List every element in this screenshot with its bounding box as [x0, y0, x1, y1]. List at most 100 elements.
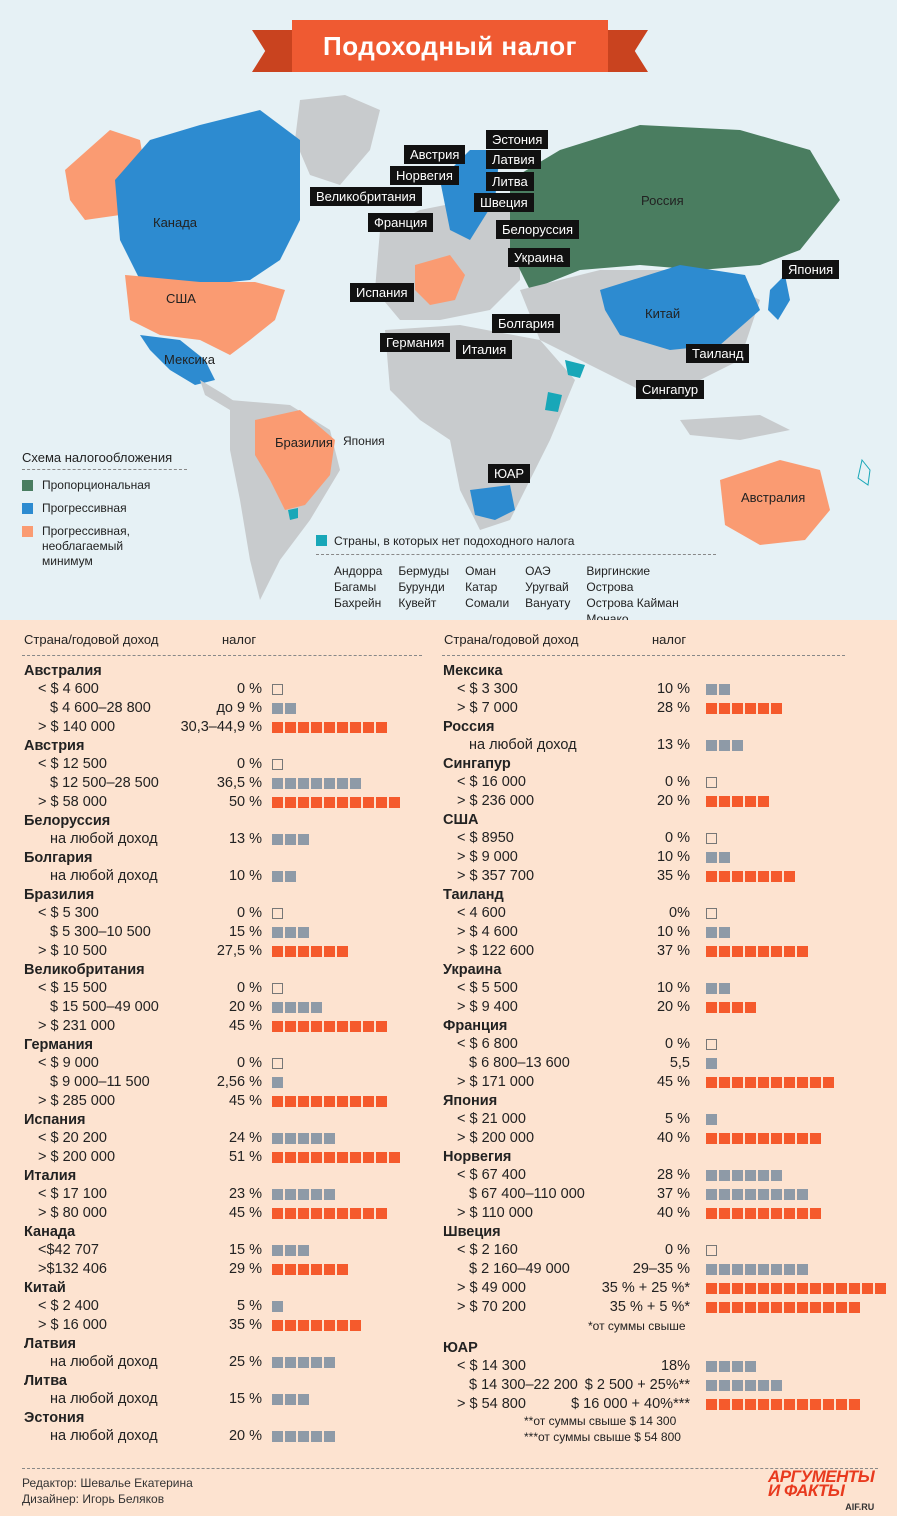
rate-square	[706, 1114, 717, 1125]
tax-rate: 18%	[660, 1358, 690, 1374]
rate-square	[285, 1189, 296, 1200]
tax-rate: 37 %	[656, 1186, 690, 1202]
map-label-latvia: Латвия	[486, 150, 541, 169]
rate-square	[732, 1399, 743, 1410]
tax-row: > $ 9 400 20 %	[0, 998, 897, 1017]
tax-rate-squares	[706, 1245, 717, 1256]
tax-rate-squares	[706, 1170, 782, 1181]
rate-square	[706, 1039, 717, 1050]
rate-square	[285, 927, 296, 938]
rate-square	[298, 1002, 309, 1013]
rate-square	[706, 946, 717, 957]
rate-square	[719, 983, 730, 994]
rate-square	[350, 722, 361, 733]
rate-square	[272, 1264, 283, 1275]
rate-square	[376, 1021, 387, 1032]
map-label-japan-2: Япония	[343, 434, 385, 448]
rate-square	[285, 1431, 296, 1442]
russia-shape	[510, 125, 840, 290]
income-bracket: < $ 21 000	[457, 1111, 526, 1127]
tax-rate: 30,3–44,9 %	[180, 719, 262, 735]
income-bracket: на любой доход	[50, 1354, 158, 1370]
rate-square	[272, 1431, 283, 1442]
tax-rate-squares	[706, 1283, 886, 1294]
no-tax-country: Андорра	[334, 564, 383, 578]
rate-square	[732, 1002, 743, 1013]
rate-square	[719, 740, 730, 751]
tax-rate-squares	[706, 871, 795, 882]
tax-rate: 5 %	[237, 1298, 262, 1314]
country-name: Япония	[443, 1093, 498, 1109]
rate-square	[298, 1208, 309, 1219]
rate-square	[350, 778, 361, 789]
rate-square	[363, 1096, 374, 1107]
tax-rate-squares	[272, 1021, 387, 1032]
japan-shape	[768, 275, 790, 320]
rate-square	[719, 684, 730, 695]
tax-rate: $ 2 500 + 25%**	[584, 1377, 690, 1393]
income-bracket: <$42 707	[38, 1242, 99, 1258]
rate-square	[797, 1283, 808, 1294]
no-tax-columns: Андорра Багамы Бахрейн Бермуды Бурунди Кувейт…	[316, 563, 716, 620]
income-bracket: < $ 6 800	[457, 1036, 518, 1052]
tax-row: $ 67 400–110 000 37 %	[0, 1185, 897, 1204]
tax-rate-squares	[272, 1152, 400, 1163]
no-tax-country: Бермуды	[398, 564, 450, 578]
rate-square	[719, 1302, 730, 1313]
rate-square	[732, 740, 743, 751]
rate-square	[823, 1302, 834, 1313]
tax-row: > $ 49 000 35 % + 25 %*	[0, 1279, 897, 1298]
country-name: Китай	[24, 1280, 66, 1296]
rate-square	[298, 946, 309, 957]
rate-square	[363, 797, 374, 808]
rate-square	[337, 797, 348, 808]
no-tax-column: Виргинские Острова Острова Кайман Монако	[586, 563, 700, 620]
tax-rate-squares	[272, 797, 400, 808]
rate-square	[337, 1021, 348, 1032]
income-bracket: > $ 236 000	[457, 793, 535, 809]
rate-square	[758, 1302, 769, 1313]
map-label-estonia: Эстония	[486, 130, 549, 149]
country-name: Бразилия	[24, 887, 95, 903]
rate-square	[285, 834, 296, 845]
tax-rate-squares	[272, 1002, 322, 1013]
rate-square	[797, 1189, 808, 1200]
rate-square	[706, 1245, 717, 1256]
tax-rate: 24 %	[228, 1130, 262, 1146]
western-europe-shape	[415, 255, 465, 305]
rate-square	[732, 1208, 743, 1219]
no-tax-country: Монако	[586, 612, 629, 620]
rate-square	[745, 946, 756, 957]
country-name: Испания	[24, 1112, 86, 1128]
tax-row: > $ 122 600 37 %	[0, 942, 897, 961]
rate-square	[350, 1152, 361, 1163]
rate-square	[758, 1170, 769, 1181]
income-bracket: на любой доход	[50, 868, 158, 884]
credits: Редактор: Шевалье Екатерина Дизайнер: Иг…	[22, 1468, 878, 1507]
rate-square	[836, 1283, 847, 1294]
tax-rate-squares	[272, 1320, 361, 1331]
no-tax-column: ОАЭ Уругвай Вануату	[525, 563, 570, 620]
tax-row: > $ 110 000 40 %	[0, 1204, 897, 1223]
rate-square	[719, 1264, 730, 1275]
rate-square	[862, 1283, 873, 1294]
tax-rate-squares	[272, 684, 283, 695]
legend-swatch-blue	[22, 503, 33, 514]
rate-square	[719, 1208, 730, 1219]
tax-rate: 10 %	[656, 849, 690, 865]
income-bracket: < $ 2 400	[38, 1298, 99, 1314]
tax-rate: 27,5 %	[216, 943, 262, 959]
rate-square	[298, 927, 309, 938]
legend-item-proportional: Пропорциональная	[22, 478, 187, 493]
rate-square	[706, 852, 717, 863]
map-label-australia: Австралия	[741, 490, 806, 505]
rate-square	[758, 796, 769, 807]
tax-rate: 0 %	[237, 905, 262, 921]
rate-square	[311, 722, 322, 733]
rate-square	[324, 1208, 335, 1219]
rate-square	[784, 1077, 795, 1088]
rate-square	[810, 1208, 821, 1219]
rate-square	[298, 1133, 309, 1144]
rate-square	[706, 983, 717, 994]
rate-square	[324, 1189, 335, 1200]
